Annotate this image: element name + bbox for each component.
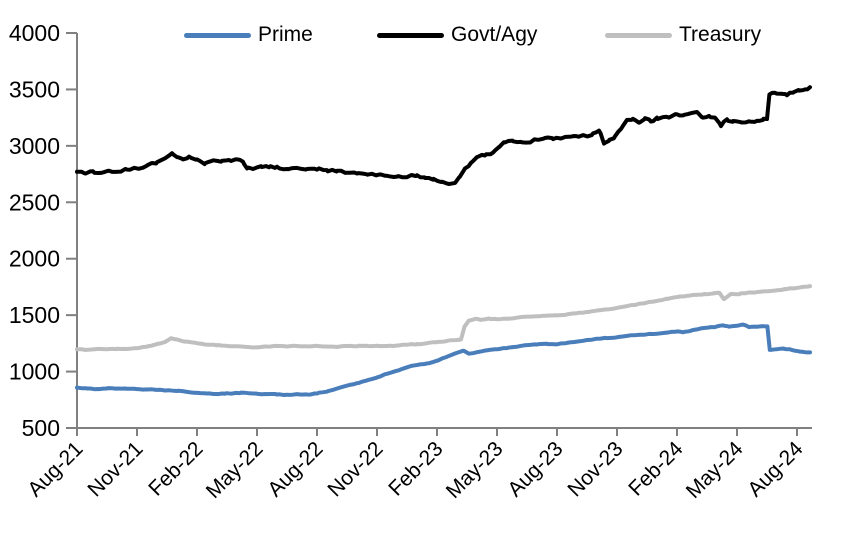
x-axis-label: Nov-22 bbox=[323, 437, 387, 501]
x-axis-label: May-24 bbox=[682, 437, 748, 503]
legend-item-treasury: Treasury bbox=[605, 22, 761, 48]
x-axis-label: Feb-24 bbox=[624, 437, 688, 501]
x-axis-label: Nov-21 bbox=[83, 437, 147, 501]
y-axis-label: 500 bbox=[22, 415, 60, 441]
x-axis-label: Nov-23 bbox=[563, 437, 627, 501]
series-line-treasury bbox=[75, 284, 812, 352]
x-axis-label: Feb-23 bbox=[384, 437, 447, 500]
y-axis-label: 2000 bbox=[9, 246, 60, 272]
y-axis-label: 4000 bbox=[9, 20, 60, 46]
y-axis-label: 3500 bbox=[9, 76, 60, 102]
x-axis-label: Feb-22 bbox=[144, 437, 207, 500]
series-line-govt-agy bbox=[75, 85, 812, 186]
x-axis-label: Aug-24 bbox=[743, 437, 807, 501]
y-axis-label: 3000 bbox=[9, 133, 60, 159]
x-axis-label: Aug-22 bbox=[263, 437, 327, 501]
y-axis-label: 1000 bbox=[9, 359, 60, 385]
x-axis-label: Aug-21 bbox=[23, 437, 87, 501]
chart-legend: Prime Govt/Agy Treasury bbox=[0, 22, 852, 48]
prime-line-swatch bbox=[184, 32, 251, 38]
x-axis-label: Aug-23 bbox=[503, 437, 567, 501]
legend-label-treasury: Treasury bbox=[679, 23, 762, 46]
legend-item-govt-agy: Govt/Agy bbox=[377, 22, 537, 48]
legend-item-prime: Prime bbox=[184, 22, 313, 48]
y-axis-label: 2500 bbox=[9, 189, 60, 215]
govt-agy-line-swatch bbox=[377, 32, 444, 38]
series-line-prime bbox=[75, 322, 812, 397]
legend-label-prime: Prime bbox=[258, 23, 313, 46]
y-axis-label: 1500 bbox=[9, 302, 60, 328]
x-axis-label: May-22 bbox=[202, 437, 268, 503]
legend-label-govt-agy: Govt/Agy bbox=[451, 23, 538, 46]
x-axis-label: May-23 bbox=[442, 437, 508, 503]
treasury-line-swatch bbox=[605, 32, 672, 38]
